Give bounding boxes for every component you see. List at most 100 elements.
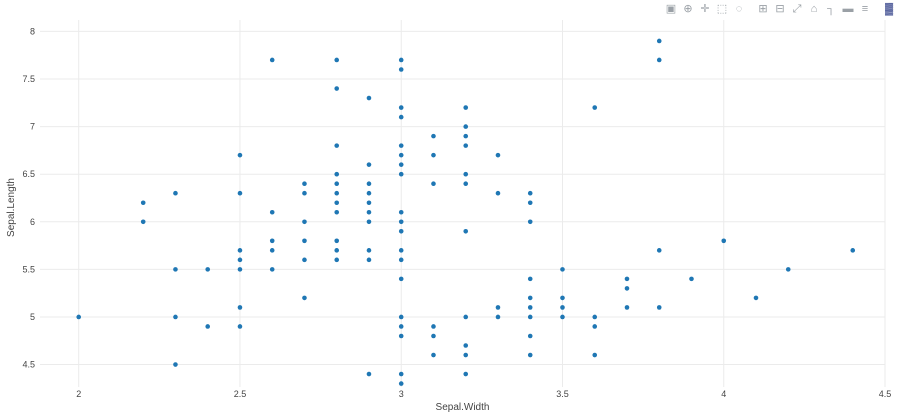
scatter-point[interactable] xyxy=(398,114,404,120)
scatter-point[interactable] xyxy=(527,190,533,196)
scatter-point[interactable] xyxy=(495,152,501,158)
reset-axes-icon[interactable]: ⌂ xyxy=(810,3,818,15)
zoom-out-icon[interactable]: ⊟ xyxy=(775,3,785,15)
scatter-point[interactable] xyxy=(592,105,598,110)
scatter-point[interactable] xyxy=(334,143,340,148)
scatter-point[interactable] xyxy=(302,181,307,187)
scatter-point[interactable] xyxy=(656,38,662,44)
scatter-point[interactable] xyxy=(366,190,372,196)
scatter-point[interactable] xyxy=(366,257,372,263)
scatter-point[interactable] xyxy=(269,267,275,272)
scatter-point[interactable] xyxy=(560,267,565,272)
scatter-point[interactable] xyxy=(431,324,436,329)
scatter-point[interactable] xyxy=(237,190,243,196)
scatter-point[interactable] xyxy=(624,305,630,310)
scatter-point[interactable] xyxy=(527,219,533,225)
hover-compare-icon[interactable]: ≡ xyxy=(861,3,869,15)
scatter-point[interactable] xyxy=(205,324,211,329)
scatter-point[interactable] xyxy=(398,152,404,158)
scatter-point[interactable] xyxy=(721,238,727,244)
zoom-in-icon[interactable]: ⊞ xyxy=(758,3,768,15)
scatter-point[interactable] xyxy=(398,143,404,148)
scatter-point[interactable] xyxy=(560,295,565,301)
scatter-point[interactable] xyxy=(463,314,469,320)
scatter-point[interactable] xyxy=(431,152,436,158)
scatter-point[interactable] xyxy=(366,248,372,253)
scatter-point[interactable] xyxy=(463,371,469,377)
scatter-point[interactable] xyxy=(302,295,307,301)
camera-icon[interactable]: ▣ xyxy=(665,3,677,15)
box-select-icon[interactable]: ⬚ xyxy=(716,3,728,15)
scatter-point[interactable] xyxy=(624,276,630,282)
scatter-point[interactable] xyxy=(140,219,146,225)
scatter-point[interactable] xyxy=(527,314,533,320)
scatter-point[interactable] xyxy=(624,286,630,291)
zoom-icon[interactable]: ⊕ xyxy=(683,3,693,15)
scatter-point[interactable] xyxy=(302,190,307,196)
scatter-point[interactable] xyxy=(334,238,340,244)
scatter-point[interactable] xyxy=(173,267,178,272)
scatter-point[interactable] xyxy=(398,219,404,225)
scatter-point[interactable] xyxy=(495,305,501,310)
scatter-point[interactable] xyxy=(205,267,211,272)
spike-lines-icon[interactable]: ┐ xyxy=(827,3,835,15)
scatter-point[interactable] xyxy=(463,105,469,110)
scatter-point[interactable] xyxy=(398,57,404,63)
scatter-point[interactable] xyxy=(173,314,178,320)
scatter-point[interactable] xyxy=(463,171,469,177)
data-points[interactable] xyxy=(76,38,856,386)
scatter-point[interactable] xyxy=(785,267,791,272)
hover-closest-icon[interactable]: ▬ xyxy=(842,3,854,15)
scatter-point[interactable] xyxy=(269,248,275,253)
scatter-point[interactable] xyxy=(398,171,404,177)
lasso-select-icon[interactable]: ◌ xyxy=(735,3,743,15)
scatter-point[interactable] xyxy=(527,276,533,282)
scatter-point[interactable] xyxy=(463,343,469,348)
scatter-point[interactable] xyxy=(366,162,372,167)
pan-icon[interactable]: ✛ xyxy=(700,3,710,15)
scatter-point[interactable] xyxy=(237,267,243,272)
scatter-point[interactable] xyxy=(334,209,340,215)
scatter-point[interactable] xyxy=(302,257,307,263)
scatter-point[interactable] xyxy=(431,133,436,139)
scatter-point[interactable] xyxy=(398,67,404,72)
scatter-point[interactable] xyxy=(366,209,372,215)
scatter-point[interactable] xyxy=(237,305,243,310)
scatter-point[interactable] xyxy=(76,314,82,320)
scatter-point[interactable] xyxy=(463,352,469,358)
scatter-point[interactable] xyxy=(527,352,533,358)
scatter-point[interactable] xyxy=(431,352,436,358)
scatter-point[interactable] xyxy=(560,314,565,320)
scatter-point[interactable] xyxy=(527,333,533,339)
scatter-point[interactable] xyxy=(366,371,372,377)
scatter-point[interactable] xyxy=(398,257,404,263)
scatter-point[interactable] xyxy=(366,219,372,225)
scatter-point[interactable] xyxy=(656,248,662,253)
scatter-point[interactable] xyxy=(527,200,533,206)
scatter-point[interactable] xyxy=(366,95,372,101)
scatter-point[interactable] xyxy=(463,181,469,187)
scatter-point[interactable] xyxy=(398,371,404,377)
scatter-point[interactable] xyxy=(463,124,469,129)
scatter-point[interactable] xyxy=(334,181,340,187)
plotly-logo-icon[interactable]: ▓ xyxy=(884,3,894,15)
scatter-point[interactable] xyxy=(431,333,436,339)
scatter-point[interactable] xyxy=(237,257,243,263)
scatter-point[interactable] xyxy=(656,305,662,310)
scatter-point[interactable] xyxy=(398,381,404,386)
scatter-point[interactable] xyxy=(398,333,404,339)
scatter-point[interactable] xyxy=(560,305,565,310)
scatter-point[interactable] xyxy=(398,228,404,234)
scatter-point[interactable] xyxy=(334,57,340,63)
scatter-point[interactable] xyxy=(431,181,436,187)
scatter-point[interactable] xyxy=(398,276,404,282)
scatter-point[interactable] xyxy=(592,324,598,329)
scatter-point[interactable] xyxy=(173,362,178,367)
scatter-point[interactable] xyxy=(527,305,533,310)
scatter-point[interactable] xyxy=(302,238,307,244)
scatter-point[interactable] xyxy=(850,248,856,253)
scatter-point[interactable] xyxy=(269,209,275,215)
scatter-point[interactable] xyxy=(269,57,275,63)
scatter-point[interactable] xyxy=(398,105,404,110)
